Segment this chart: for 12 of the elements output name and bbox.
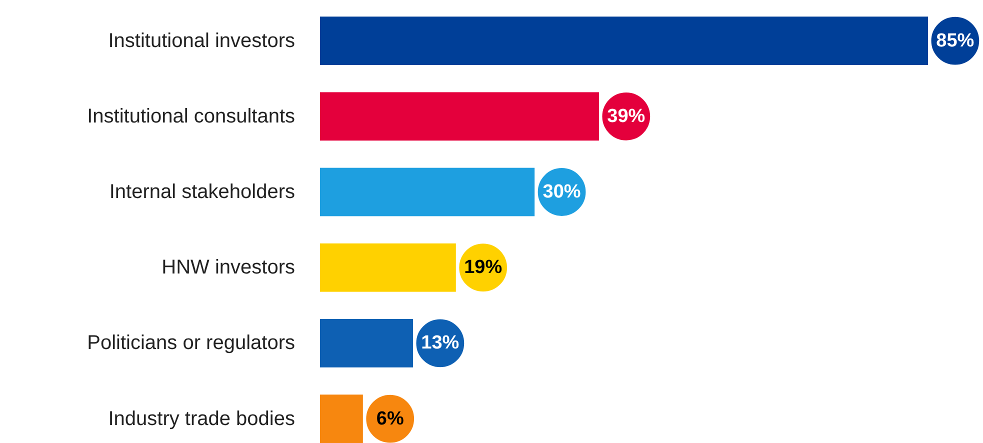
data-label: 6% xyxy=(376,408,404,430)
y-tick-label: Politicians or regulators xyxy=(87,332,295,354)
y-tick-label: Institutional consultants xyxy=(87,105,295,128)
data-label: 19% xyxy=(464,257,502,278)
y-tick-label: Internal stakeholders xyxy=(109,181,295,203)
y-tick-label: Industry trade bodies xyxy=(108,408,295,430)
data-label: 30% xyxy=(542,182,581,202)
data-label: 85% xyxy=(936,30,974,52)
data-label: 13% xyxy=(421,332,460,354)
y-tick-label: HNW investors xyxy=(162,256,295,279)
y-tick-label: Institutional investors xyxy=(108,30,295,52)
data-label: 39% xyxy=(607,106,646,127)
